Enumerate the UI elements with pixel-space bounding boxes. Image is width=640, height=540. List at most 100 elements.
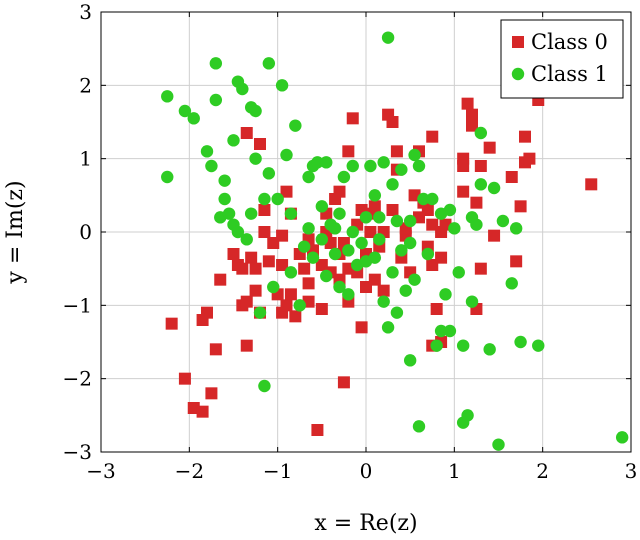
class-0-point — [461, 97, 474, 110]
class-1-point — [218, 192, 231, 206]
class-1-point — [395, 244, 408, 257]
class-1-point — [514, 335, 527, 349]
class-0-point — [280, 299, 293, 312]
class-0-point — [245, 251, 258, 264]
legend: Class 0 Class 1 — [500, 19, 624, 99]
y-tick-label: −2 — [63, 367, 92, 391]
class-0-point — [249, 284, 262, 297]
class-1-point — [253, 306, 267, 319]
class-1-point — [187, 112, 200, 125]
x-tick-label: −3 — [86, 459, 115, 483]
class-1-point — [258, 192, 271, 206]
class-0-point — [240, 339, 253, 352]
x-tick-label: 0 — [360, 459, 373, 483]
class-1-point — [328, 222, 342, 235]
class-1-point — [403, 354, 417, 367]
class-1-point — [492, 438, 505, 451]
class-0-point — [258, 204, 271, 216]
class-0-point — [201, 306, 213, 319]
class-1-point — [408, 148, 421, 162]
class-1-point — [496, 214, 510, 228]
class-1-point — [373, 211, 386, 224]
class-1-point — [161, 170, 174, 184]
class-0-point — [474, 262, 487, 275]
class-0-point — [470, 196, 483, 209]
class-0-point — [466, 108, 478, 121]
class-1-point — [218, 174, 231, 187]
class-0-point — [457, 160, 470, 172]
class-1-point — [249, 104, 262, 118]
class-1-point — [412, 420, 426, 433]
class-1-point — [390, 214, 404, 228]
y-tick-label: −3 — [63, 440, 92, 464]
class-0-point — [390, 145, 403, 158]
class-1-point — [271, 192, 284, 206]
class-0-point — [307, 244, 319, 257]
class-1-point — [302, 170, 315, 184]
class-1-point — [311, 156, 324, 169]
data-points — [161, 31, 629, 451]
class-0-point — [258, 226, 271, 238]
class-0-point — [276, 229, 289, 242]
class-0-point — [280, 185, 293, 198]
class-1-point — [465, 295, 479, 308]
class-0-point — [342, 145, 355, 158]
class-1-point — [443, 203, 457, 217]
x-tick-label: 3 — [625, 459, 638, 483]
axis-ticks: −3 −2 −1 0 1 2 3 −3 −2 −1 0 1 2 3 — [63, 0, 638, 483]
class-1-point — [615, 431, 629, 444]
class-0-point — [430, 303, 443, 315]
class-1-point — [434, 324, 448, 338]
class-0-point — [488, 229, 501, 242]
class-1-point — [408, 273, 421, 286]
class-0-point — [240, 127, 253, 139]
class-0-point — [368, 273, 381, 286]
class-1-point — [161, 90, 174, 103]
class-1-point — [395, 163, 408, 176]
class-1-point — [412, 159, 426, 173]
class-0-point — [386, 116, 399, 128]
class-1-point — [474, 178, 488, 191]
class-0-point — [311, 424, 324, 436]
y-tick-label: 0 — [79, 220, 92, 244]
class-1-point — [297, 240, 311, 253]
class-0-point — [249, 262, 262, 275]
class-1-point — [364, 159, 377, 173]
class-0-point — [333, 185, 346, 198]
legend-item: Class 1 — [511, 62, 608, 86]
class-1-point — [461, 409, 474, 422]
class-1-point — [262, 167, 276, 180]
class-0-point — [289, 310, 302, 323]
class-1-point — [320, 156, 333, 169]
class-1-point — [236, 82, 249, 96]
class-1-point — [403, 214, 417, 228]
class-1-point — [417, 192, 430, 206]
class-0-point — [315, 303, 328, 315]
class-0-point — [276, 259, 289, 271]
class-0-point — [483, 141, 496, 154]
class-1-point — [421, 247, 435, 261]
class-1-point — [377, 156, 390, 169]
class-1-point — [403, 236, 417, 250]
class-0-point — [165, 317, 178, 330]
class-1-point — [355, 236, 368, 250]
class-0-point — [368, 200, 381, 213]
x-tick-label: 2 — [536, 459, 549, 483]
class-1-point — [209, 57, 223, 70]
class-0-point — [426, 130, 439, 143]
class-1-point — [333, 207, 346, 220]
class-1-point — [386, 178, 399, 191]
class-1-point — [474, 126, 488, 140]
class-0-point — [514, 200, 527, 213]
class-0-point — [585, 178, 598, 191]
class-1-point — [200, 145, 214, 158]
x-tick-label: 1 — [448, 459, 461, 483]
class-0-point — [227, 248, 240, 260]
class-0-point — [298, 262, 311, 275]
class-0-point — [209, 343, 222, 356]
class-1-point — [342, 244, 355, 257]
class-1-point — [377, 295, 390, 308]
class-1-point — [448, 222, 461, 235]
class-0-point — [205, 387, 218, 400]
series-1 — [161, 31, 629, 451]
